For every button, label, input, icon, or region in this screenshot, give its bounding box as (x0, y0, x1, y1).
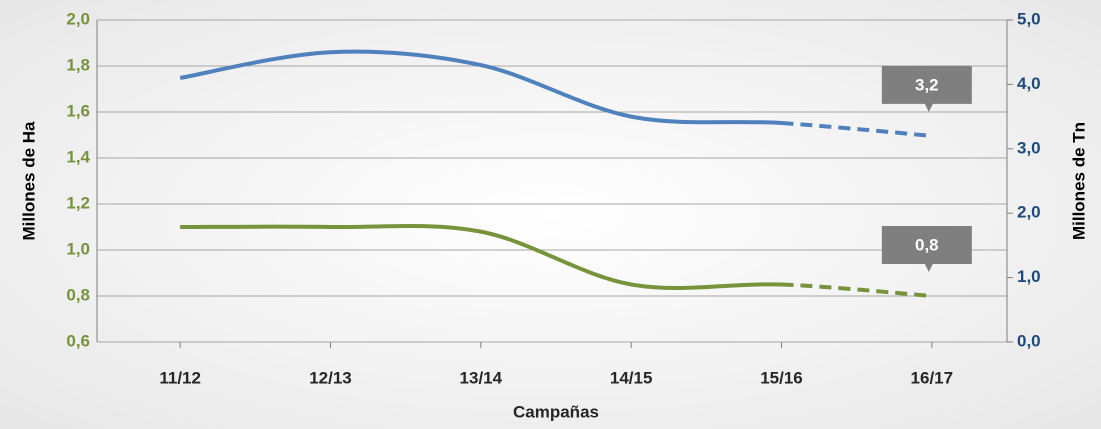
y2-tick-label: 1,0 (1017, 267, 1041, 286)
x-tick-label: 12/13 (309, 368, 352, 387)
y2-tick-label: 4,0 (1017, 74, 1041, 93)
series-line-dashed (781, 282, 932, 298)
y-tick-label: 1,0 (66, 239, 90, 258)
data-label-box (881, 65, 972, 112)
y-tick-label: 1,4 (66, 147, 90, 166)
y2-tick-label: 3,0 (1017, 138, 1041, 157)
series-line-dashed (781, 121, 933, 138)
y-tick-label: 0,6 (66, 331, 90, 350)
x-tick-label: 13/14 (460, 368, 503, 387)
y2-tick-label: 0,0 (1017, 331, 1041, 350)
series-line (180, 223, 782, 291)
y-axis-title: Millones de Ha (19, 121, 38, 241)
data-label: 0,8 (915, 235, 939, 254)
x-tick-label: 15/16 (760, 368, 803, 387)
x-tick-label: 11/12 (159, 368, 201, 387)
y2-tick-label: 5,0 (1017, 9, 1041, 28)
data-label: 3,2 (915, 75, 939, 94)
x-axis-title: Campañas (513, 402, 599, 421)
y2-tick-label: 2,0 (1017, 203, 1041, 222)
x-tick-label: 16/17 (911, 368, 954, 387)
y-tick-label: 0,8 (66, 285, 90, 304)
series-line (179, 49, 782, 126)
y-tick-label: 1,2 (66, 193, 90, 212)
x-tick-label: 14/15 (610, 368, 653, 387)
y2-axis-title: Millones de Tn (1069, 122, 1088, 240)
y-tick-label: 1,8 (66, 55, 90, 74)
y-tick-label: 1,6 (66, 101, 90, 120)
data-label-box (881, 226, 972, 272)
y-tick-label: 2,0 (66, 9, 90, 28)
